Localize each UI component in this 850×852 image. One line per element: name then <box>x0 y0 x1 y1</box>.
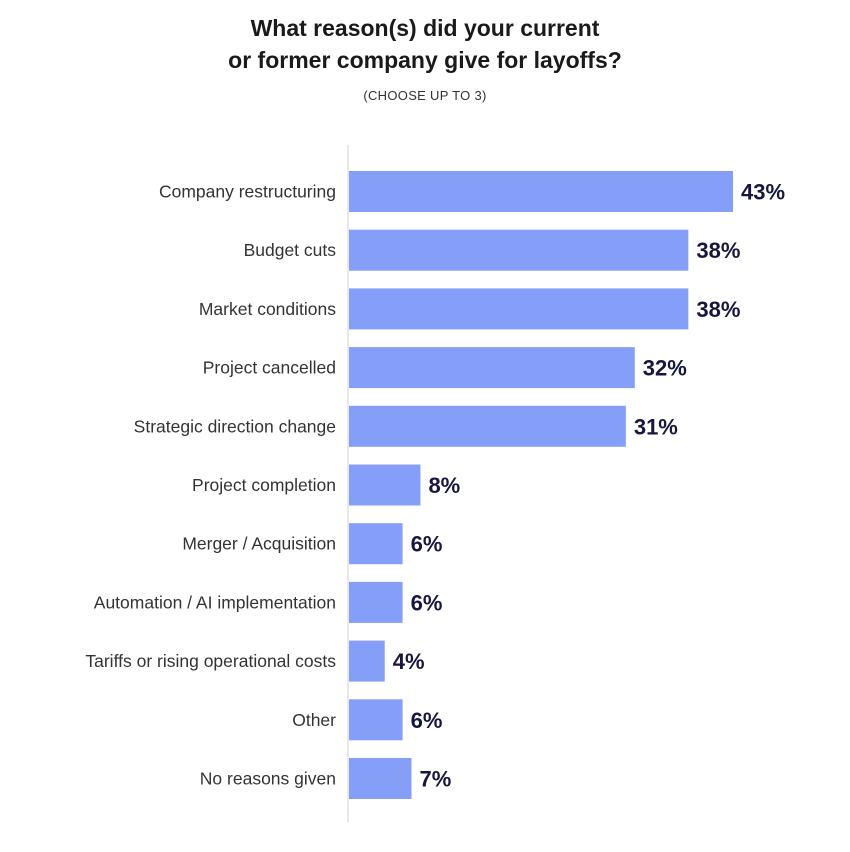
category-label-1: Budget cuts <box>244 240 337 260</box>
value-label-5: 8% <box>428 473 460 498</box>
chart-subtitle: (CHOOSE UP TO 3) <box>363 88 487 103</box>
category-label-0: Company restructuring <box>159 182 336 202</box>
category-label-3: Project cancelled <box>203 358 336 378</box>
value-label-2: 38% <box>696 297 740 322</box>
category-label-9: Other <box>292 710 336 730</box>
category-label-8: Tariffs or rising operational costs <box>85 651 336 671</box>
bar-10 <box>349 758 412 799</box>
bar-1 <box>349 229 689 271</box>
title-line-1: What reason(s) did your current <box>250 15 600 41</box>
chart-title: What reason(s) did your current or forme… <box>0 12 850 76</box>
bar-9 <box>349 699 403 741</box>
value-label-4: 31% <box>634 414 678 439</box>
value-label-8: 4% <box>393 649 425 674</box>
value-label-10: 7% <box>420 767 452 792</box>
value-label-3: 32% <box>643 356 687 381</box>
category-label-4: Strategic direction change <box>134 416 336 436</box>
bar-8 <box>349 640 385 682</box>
value-label-6: 6% <box>411 532 443 557</box>
bar-4 <box>349 405 626 447</box>
category-label-7: Automation / AI implementation <box>94 592 336 612</box>
bar-5 <box>349 464 421 506</box>
category-label-6: Merger / Acquisition <box>182 534 336 554</box>
bar-2 <box>349 288 689 330</box>
bar-3 <box>349 347 635 389</box>
value-label-7: 6% <box>411 590 443 615</box>
value-label-0: 43% <box>741 180 785 205</box>
title-line-2: or former company give for layoffs? <box>228 47 622 73</box>
category-label-2: Market conditions <box>199 299 336 319</box>
category-label-10: No reasons given <box>200 769 336 789</box>
category-label-5: Project completion <box>192 475 336 495</box>
value-label-9: 6% <box>411 708 443 733</box>
bar-6 <box>349 523 403 565</box>
bar-0 <box>349 171 733 212</box>
value-label-1: 38% <box>696 238 740 263</box>
bar-7 <box>349 581 403 623</box>
